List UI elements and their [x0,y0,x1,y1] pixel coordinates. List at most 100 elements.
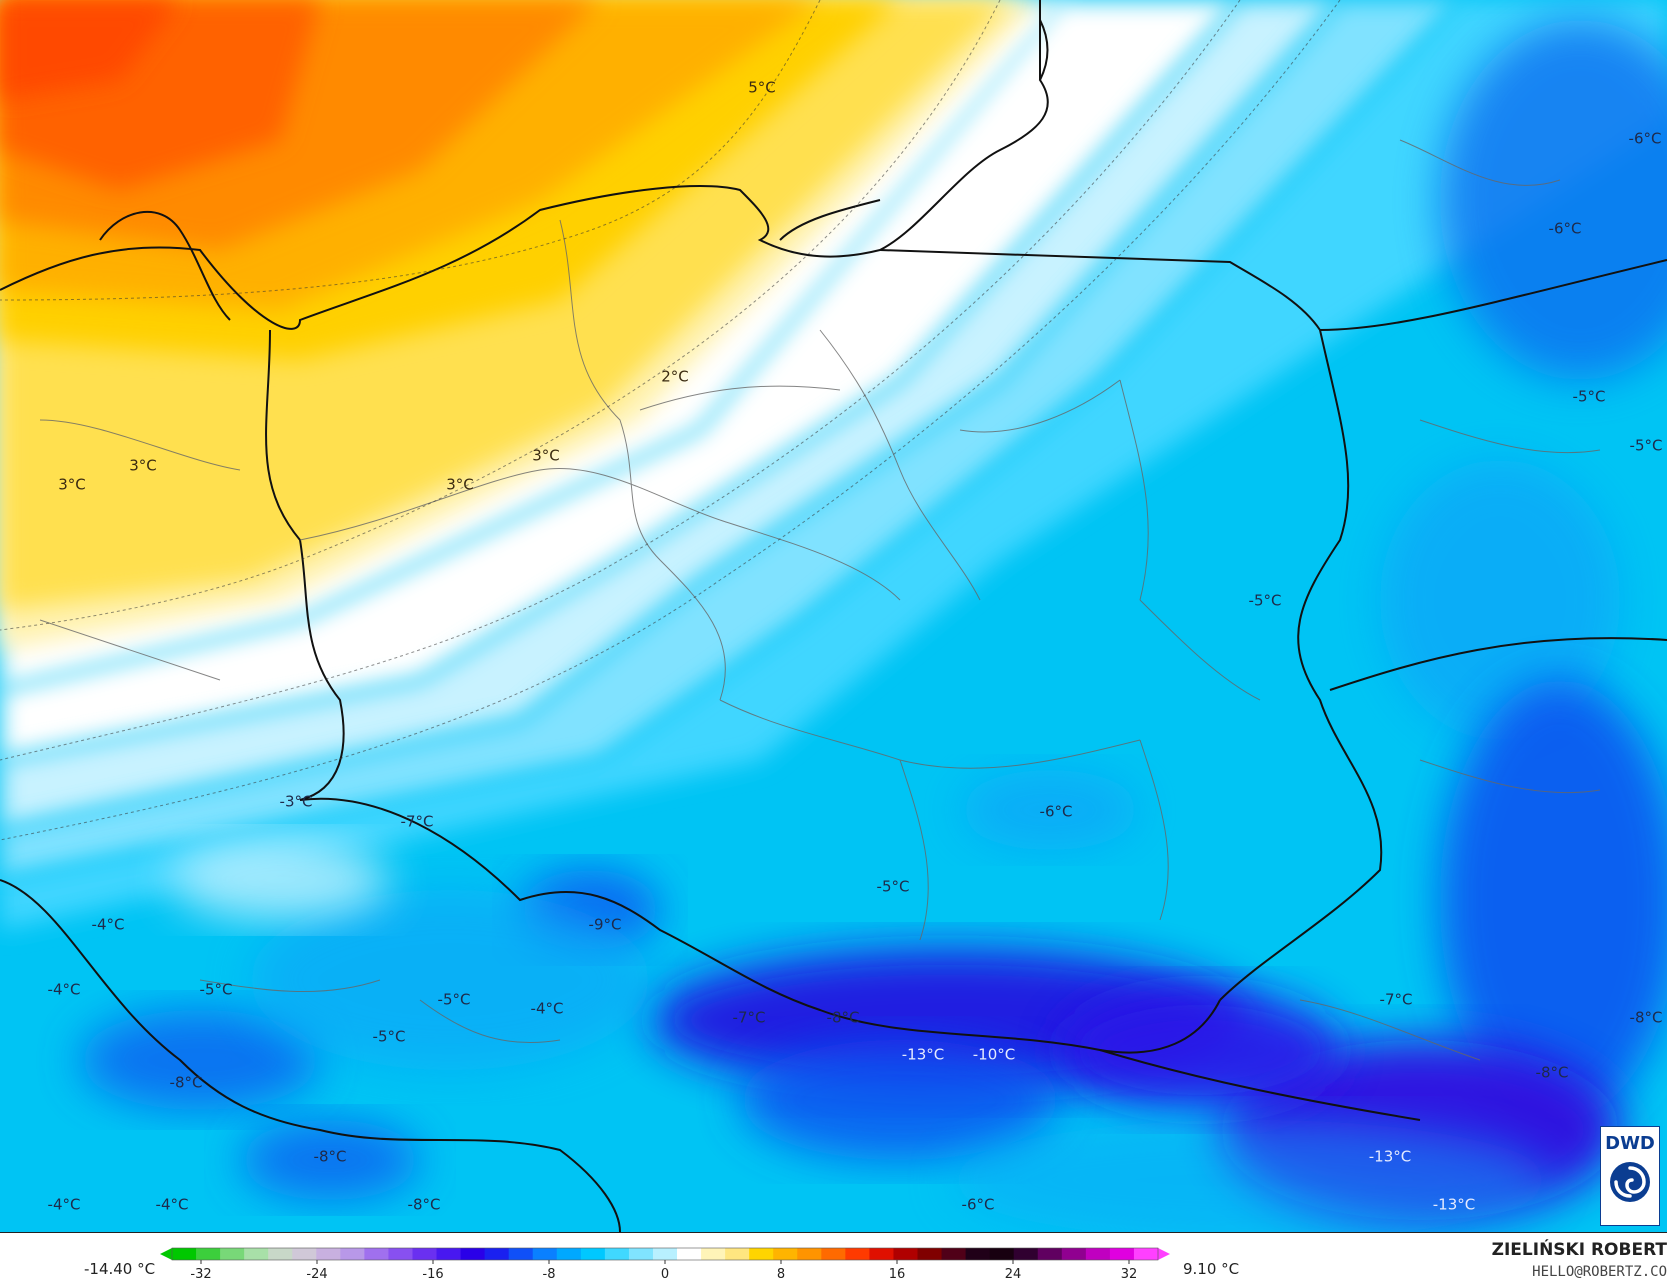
colorbar-cell [316,1248,341,1260]
colorbar-cell [172,1248,197,1260]
colorbar-cell [1061,1248,1087,1260]
colorbar-tick-label: 32 [1121,1267,1138,1282]
temp-label: -4°C [531,1000,564,1018]
legend-min-value: -14.40 °C [84,1260,156,1278]
colorbar-cell [196,1248,221,1260]
temp-label: -8°C [827,1009,860,1027]
colorbar-tick-label: -16 [422,1267,443,1282]
temp-label: -4°C [48,1196,81,1214]
colorbar-cell [1109,1248,1135,1260]
colorbar-cell [725,1248,750,1260]
colorbar-cell [340,1248,365,1260]
author-email: HELLO@ROBERTZ.CO [1532,1264,1667,1280]
colorbar-left-tip [160,1248,172,1260]
temperature-map: 5°C 2°C 3°C 3°C 3°C 3°C -6°C -6°C -5°C -… [0,0,1667,1232]
colorbar-cell [749,1248,774,1260]
colorbar-cell [965,1248,991,1260]
colorbar-cell [869,1248,894,1260]
colorbar-cell [701,1248,726,1260]
temp-label: -6°C [1040,803,1073,821]
temp-label: -5°C [1249,592,1282,610]
colorbar-cell [508,1248,534,1260]
legend-max-value: 9.10 °C [1183,1260,1240,1278]
colorbar-cell [220,1248,245,1260]
colorbar-tick-label: 16 [889,1267,906,1282]
colorbar-cell [484,1248,510,1260]
temp-label: -5°C [877,878,910,896]
colorbar-cell [412,1248,438,1260]
temp-label: -4°C [48,981,81,999]
admin-borders [39,139,1601,1061]
temp-label: -5°C [438,991,471,1009]
temp-label: -5°C [1573,388,1606,406]
temp-label: -8°C [1536,1064,1569,1082]
temp-label: -6°C [1549,220,1582,238]
temp-label: 3°C [58,476,86,494]
temp-label: 2°C [661,368,689,386]
colorbar-cell [677,1248,702,1260]
temp-label: -5°C [200,981,233,999]
colorbar-cell [821,1248,846,1260]
colorbar-cell [893,1248,919,1260]
colorbar-cell [556,1248,582,1260]
colorbar-cell [917,1248,943,1260]
colorbar-cell [580,1248,606,1260]
colorbar-cell [1013,1248,1039,1260]
temp-label: -6°C [1629,130,1662,148]
colorbar-cell [941,1248,967,1260]
temperature-field [0,0,1667,1232]
colorbar-cell [532,1248,558,1260]
temp-label: -7°C [733,1009,766,1027]
colorbar-tick-label: 24 [1005,1267,1022,1282]
temp-label: -5°C [373,1028,406,1046]
temp-label: -4°C [92,916,125,934]
dwd-logo: DWD [1600,1126,1660,1226]
colorbar-cell [773,1248,798,1260]
temp-label: -8°C [314,1148,347,1166]
colorbar-cell [1037,1248,1063,1260]
temp-label: 3°C [129,457,157,475]
temp-label: -3°C [280,793,313,811]
temp-label: -13°C [1369,1148,1411,1166]
colorbar-cell [436,1248,462,1260]
temp-label: -7°C [401,813,434,831]
colorbar-right-tip [1158,1248,1170,1260]
colorbar-cell [797,1248,822,1260]
temp-label: 3°C [446,476,474,494]
temp-label: 3°C [532,447,560,465]
colorbar-cell [628,1248,654,1260]
temp-label: -8°C [170,1074,203,1092]
temp-label: -5°C [1630,437,1663,455]
colorbar-cell [244,1248,269,1260]
temp-label: -9°C [589,916,622,934]
colorbar-cell [388,1248,413,1260]
colorbar-tick-label: 0 [661,1267,669,1282]
colorbar-cell [652,1248,678,1260]
colorbar-tick-label: -8 [543,1267,556,1282]
colorbar-cell [845,1248,870,1260]
temp-label: -10°C [973,1046,1015,1064]
coastline [0,0,1049,330]
country-borders [0,0,1667,1232]
colorbar-cell [268,1248,293,1260]
colorbar-cell [292,1248,317,1260]
colorbar-cell [364,1248,389,1260]
colorbar: -32 -24 -16 -8 0 8 16 24 32 [160,1247,1170,1282]
temp-label: -13°C [902,1046,944,1064]
colorbar-cell [989,1248,1015,1260]
temp-label: -4°C [156,1196,189,1214]
colorbar-cell [1133,1248,1159,1260]
dwd-logo-text: DWD [1605,1133,1655,1154]
temp-label: -7°C [1380,991,1413,1009]
colorbar-tick-label: -24 [306,1267,327,1282]
swirl-icon [1610,1162,1650,1202]
colorbar-cell [460,1248,486,1260]
colorbar-cell [1085,1248,1111,1260]
temp-label: -6°C [962,1196,995,1214]
temp-label: -8°C [408,1196,441,1214]
temp-label: -8°C [1630,1009,1663,1027]
temp-label: 5°C [748,79,776,97]
temperature-labels: 5°C 2°C 3°C 3°C 3°C 3°C -6°C -6°C -5°C -… [48,79,1663,1214]
colorbar-tick-label: -32 [190,1267,211,1282]
colorbar-cell [604,1248,630,1260]
